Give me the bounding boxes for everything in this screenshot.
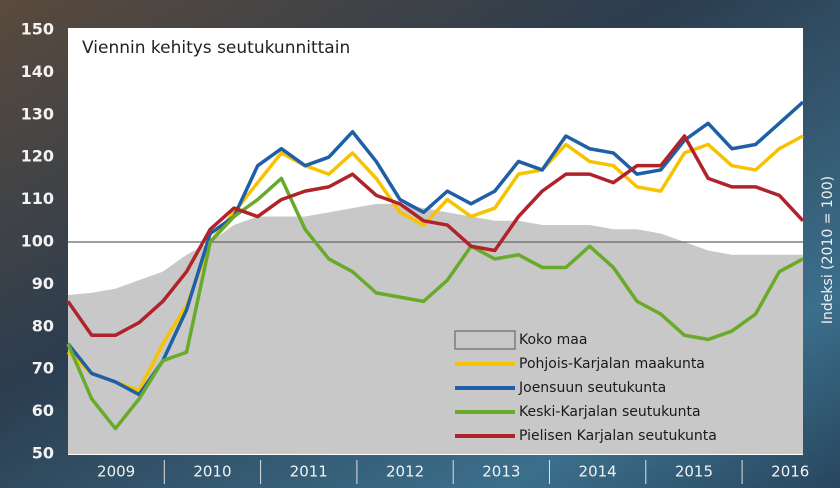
legend-label: Koko maa bbox=[519, 332, 587, 348]
legend-label: Keski-Karjalan seutukunta bbox=[519, 404, 701, 420]
y-tick-label: 150 bbox=[21, 20, 54, 39]
line bbox=[66, 134, 805, 338]
legend-swatch bbox=[454, 330, 516, 350]
x-tick-label: 2012 bbox=[386, 463, 424, 481]
x-tick-label: 2010 bbox=[193, 463, 231, 481]
y-axis-label: Indeksi (2010 = 100) bbox=[820, 176, 836, 324]
chart-title: Viennin kehitys seutukunnittain bbox=[82, 38, 350, 58]
x-tick-label: 2014 bbox=[579, 463, 617, 481]
y-tick-label: 50 bbox=[32, 444, 54, 463]
legend-label: Pohjois-Karjalan maakunta bbox=[519, 356, 705, 372]
y-tick-label: 120 bbox=[21, 147, 54, 166]
y-tick-label: 140 bbox=[21, 62, 54, 81]
line bbox=[66, 176, 804, 431]
y-tick-label: 100 bbox=[21, 232, 54, 251]
line bbox=[66, 100, 805, 397]
legend-label: Pielisen Karjalan seutukunta bbox=[519, 428, 717, 444]
x-tick-label: 2013 bbox=[482, 463, 520, 481]
y-tick-label: 90 bbox=[32, 274, 54, 293]
x-tick-label: 2011 bbox=[290, 463, 328, 481]
y-tick-label: 60 bbox=[32, 401, 54, 420]
y-tick-label: 80 bbox=[32, 316, 54, 335]
x-tick-label: 2015 bbox=[675, 463, 713, 481]
y-tick-label: 70 bbox=[32, 359, 54, 378]
x-tick-label: 2016 bbox=[771, 463, 809, 481]
area bbox=[68, 203, 803, 454]
x-tick-label: 2009 bbox=[97, 463, 135, 481]
y-tick-label: 130 bbox=[21, 104, 54, 123]
y-tick-label: 110 bbox=[21, 189, 54, 208]
legend-label: Joensuun seutukunta bbox=[518, 380, 666, 396]
